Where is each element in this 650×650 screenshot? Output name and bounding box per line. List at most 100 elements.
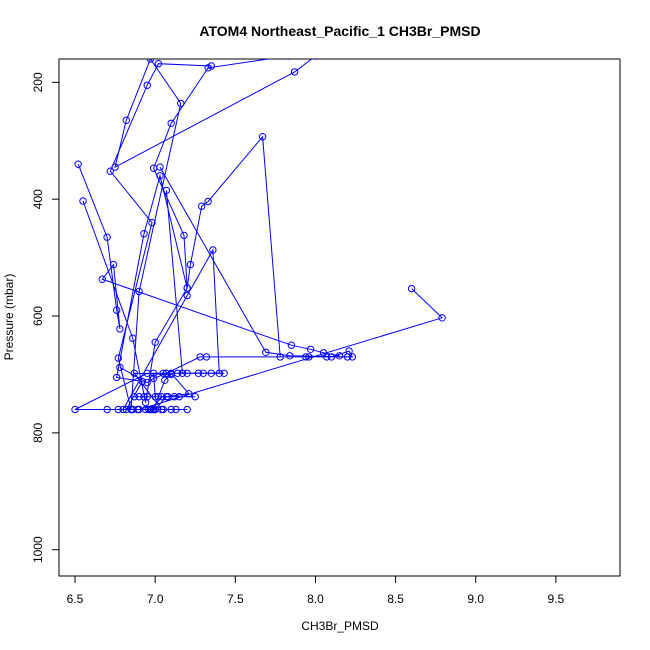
data-point xyxy=(162,393,171,401)
data-point xyxy=(167,405,175,414)
data-point xyxy=(162,369,171,377)
data-point xyxy=(335,352,344,360)
data-point xyxy=(116,363,124,372)
series-line xyxy=(77,164,340,357)
data-point xyxy=(204,64,212,72)
data-point xyxy=(177,99,185,108)
data-point xyxy=(290,68,299,76)
y-tick-label: 400 xyxy=(31,189,45,209)
plot-area xyxy=(71,59,446,414)
data-point xyxy=(98,275,107,283)
data-point xyxy=(306,345,315,353)
data-point xyxy=(113,306,121,314)
data-point xyxy=(172,405,180,414)
data-point xyxy=(103,233,111,241)
data-point xyxy=(215,369,224,377)
data-point xyxy=(302,353,310,361)
data-point xyxy=(438,314,446,322)
y-axis-label: Pressure (mbar) xyxy=(2,274,16,361)
data-point xyxy=(313,59,318,60)
data-point xyxy=(116,325,124,333)
x-tick-label: 8.5 xyxy=(387,592,404,606)
data-point xyxy=(198,202,206,210)
data-point xyxy=(194,369,203,377)
data-point xyxy=(149,405,158,414)
data-point xyxy=(74,160,82,168)
data-point xyxy=(135,287,143,296)
x-tick-label: 9.5 xyxy=(548,592,565,606)
y-axis: 200 400 600 800 1000 xyxy=(31,72,59,563)
data-point xyxy=(407,284,416,293)
data-point xyxy=(149,374,158,383)
data-point xyxy=(130,369,139,377)
x-tick-label: 6.5 xyxy=(67,592,84,606)
data-point xyxy=(151,338,159,346)
y-tick-label: 200 xyxy=(31,72,45,92)
data-point xyxy=(183,284,191,292)
data-point xyxy=(183,405,191,414)
data-point xyxy=(196,353,204,361)
data-point xyxy=(109,260,118,269)
series-line xyxy=(138,288,444,410)
data-point xyxy=(157,405,166,414)
x-axis: 6.5 7.0 7.5 8.0 8.5 9.0 9.5 xyxy=(67,576,565,606)
data-point xyxy=(167,370,175,379)
data-point xyxy=(143,81,151,90)
data-point xyxy=(287,341,296,349)
data-point xyxy=(122,116,131,125)
data-point xyxy=(343,353,352,361)
data-point xyxy=(141,398,150,407)
data-point xyxy=(162,186,171,195)
data-point xyxy=(154,393,163,401)
data-point xyxy=(186,260,195,269)
data-point xyxy=(143,378,151,387)
plot-frame xyxy=(58,58,621,577)
x-tick-label: 9.0 xyxy=(467,592,484,606)
data-point xyxy=(106,167,115,175)
data-point xyxy=(114,405,123,414)
data-point xyxy=(130,393,139,401)
series-line xyxy=(159,166,348,358)
data-point xyxy=(285,59,291,60)
data-point xyxy=(159,369,167,377)
data-point xyxy=(140,230,148,238)
data-point xyxy=(135,393,143,401)
data-point xyxy=(129,334,137,342)
data-point xyxy=(276,353,284,361)
data-point xyxy=(79,197,87,205)
x-axis-label: CH3Br_PMSD xyxy=(301,619,379,633)
data-point xyxy=(286,352,294,360)
data-point xyxy=(146,59,155,63)
data-point xyxy=(183,291,191,300)
x-tick-label: 7.5 xyxy=(227,592,244,606)
data-point xyxy=(156,163,164,171)
data-point xyxy=(71,405,79,414)
data-point xyxy=(103,405,111,414)
y-tick-label: 800 xyxy=(31,423,45,443)
data-point xyxy=(209,246,217,254)
data-point xyxy=(114,354,123,362)
data-point xyxy=(262,348,270,356)
data-point xyxy=(154,60,163,68)
data-point xyxy=(111,163,119,171)
chart-title: ATOM4 Northeast_Pacific_1 CH3Br_PMSD xyxy=(199,23,480,39)
data-point xyxy=(161,376,169,384)
data-point xyxy=(180,231,188,240)
y-tick-label: 1000 xyxy=(31,536,45,563)
data-point xyxy=(191,393,199,401)
x-tick-label: 7.0 xyxy=(147,592,164,606)
data-point xyxy=(220,369,228,377)
data-point xyxy=(148,218,156,227)
data-point xyxy=(113,373,121,382)
data-point xyxy=(204,197,212,206)
data-point xyxy=(119,405,127,414)
y-tick-label: 600 xyxy=(31,306,45,326)
data-point xyxy=(348,353,356,361)
data-point xyxy=(258,133,267,141)
data-point xyxy=(167,119,175,128)
data-point xyxy=(135,405,143,414)
x-tick-label: 8.0 xyxy=(307,592,324,606)
series-line xyxy=(122,190,220,410)
data-point xyxy=(178,369,187,377)
